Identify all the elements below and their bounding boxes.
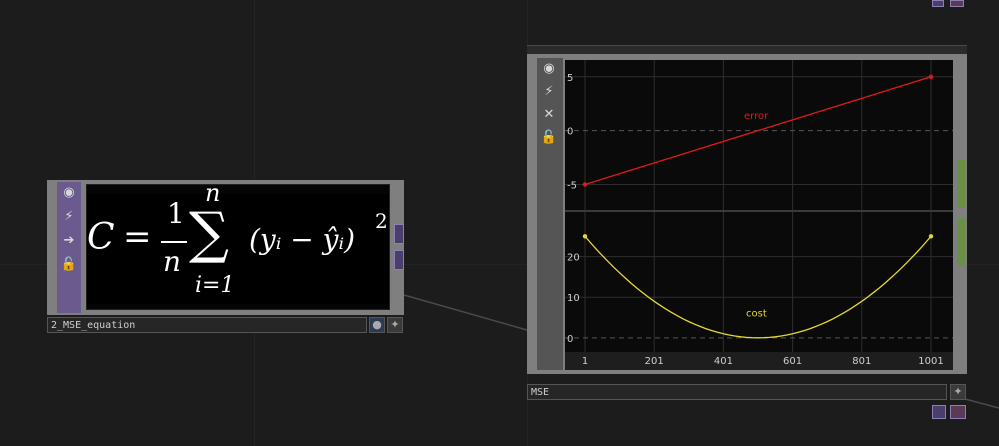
lock-icon[interactable]: 🔓 — [60, 257, 78, 272]
formula-lhs: C — [87, 217, 115, 258]
chart-node-name[interactable]: MSE — [527, 384, 947, 400]
formula-exponent: 2 — [375, 209, 388, 233]
output-connector[interactable] — [394, 250, 404, 270]
formula-fraction-numerator: 1 — [167, 197, 185, 230]
add-button[interactable]: ✦ — [950, 384, 966, 400]
lock-icon[interactable]: 🔓 — [540, 130, 558, 145]
error-series-point — [582, 182, 588, 187]
formula-sum-upper: n — [205, 184, 221, 207]
formula-body: (yᵢ − ŷᵢ) — [249, 223, 356, 256]
equation-node-name[interactable]: 2_MSE_equation — [47, 317, 367, 333]
x-tick-label: 601 — [783, 356, 802, 367]
chart-node-sidebar: ◉ ⚡ ✕ 🔓 — [537, 58, 563, 370]
cost-series-point — [582, 234, 588, 239]
equation-viewer: C = 1 n n ∑ i=1 (yᵢ − ŷᵢ) 2 — [86, 184, 390, 310]
y-tick-label: 10 — [567, 293, 580, 304]
y-tick-label: 0 — [567, 127, 573, 138]
bypass-icon[interactable]: ⚡ — [544, 84, 554, 99]
output-connector[interactable] — [394, 224, 404, 244]
add-icon: ✦ — [953, 385, 963, 398]
viewer-icon[interactable]: ◉ — [543, 61, 555, 76]
formula-sum-lower: i=1 — [195, 273, 235, 298]
y-tick-label: 20 — [567, 253, 580, 264]
formula-sum-sign: ∑ — [189, 201, 229, 266]
export-icon[interactable]: ➔ — [63, 233, 75, 248]
error-series-label: error — [744, 111, 769, 122]
cost-series-label: cost — [746, 309, 767, 320]
output-connector[interactable] — [932, 0, 944, 7]
y-tick-label: 5 — [567, 73, 573, 84]
cost-series-line — [584, 235, 932, 339]
error-series-point — [928, 74, 934, 79]
network-grid-line — [0, 264, 999, 265]
output-channel-tab[interactable] — [957, 218, 965, 266]
viewer-toggle-button[interactable]: ● — [369, 317, 385, 333]
viewer-dot-icon: ● — [372, 318, 382, 331]
viewer-icon[interactable]: ◉ — [63, 185, 75, 200]
formula-fraction-denominator: n — [163, 245, 182, 278]
x-tick-label: 1001 — [918, 356, 943, 367]
output-connector[interactable] — [932, 405, 946, 419]
error-series-line — [584, 76, 932, 186]
chart-viewer: 1 201 401 601 801 1001 5 0 -5 20 10 0 error cost — [565, 60, 953, 370]
chart-svg: 1 201 401 601 801 1001 5 0 -5 20 10 0 error cost — [565, 60, 953, 370]
add-button[interactable]: ✦ — [387, 317, 403, 333]
x-tick-label: 801 — [852, 356, 871, 367]
add-icon: ✦ — [390, 318, 400, 331]
cost-series-point — [928, 234, 934, 239]
formula-equals: = — [123, 217, 152, 257]
bypass-icon[interactable]: ⚡ — [64, 209, 74, 224]
y-tick-label: -5 — [567, 180, 577, 191]
chart-node-header — [527, 45, 967, 55]
x-tick-label: 1 — [582, 356, 588, 367]
output-channel-tab[interactable] — [957, 160, 965, 208]
formula-fraction-bar — [161, 241, 187, 243]
x-tick-label: 201 — [645, 356, 664, 367]
equation-node-sidebar: ◉ ⚡ ➔ 🔓 — [57, 182, 81, 313]
x-tick-label: 401 — [714, 356, 733, 367]
output-connector[interactable] — [950, 405, 966, 419]
y-tick-label: 0 — [567, 334, 573, 345]
close-icon[interactable]: ✕ — [543, 107, 555, 122]
output-connector[interactable] — [950, 0, 964, 7]
